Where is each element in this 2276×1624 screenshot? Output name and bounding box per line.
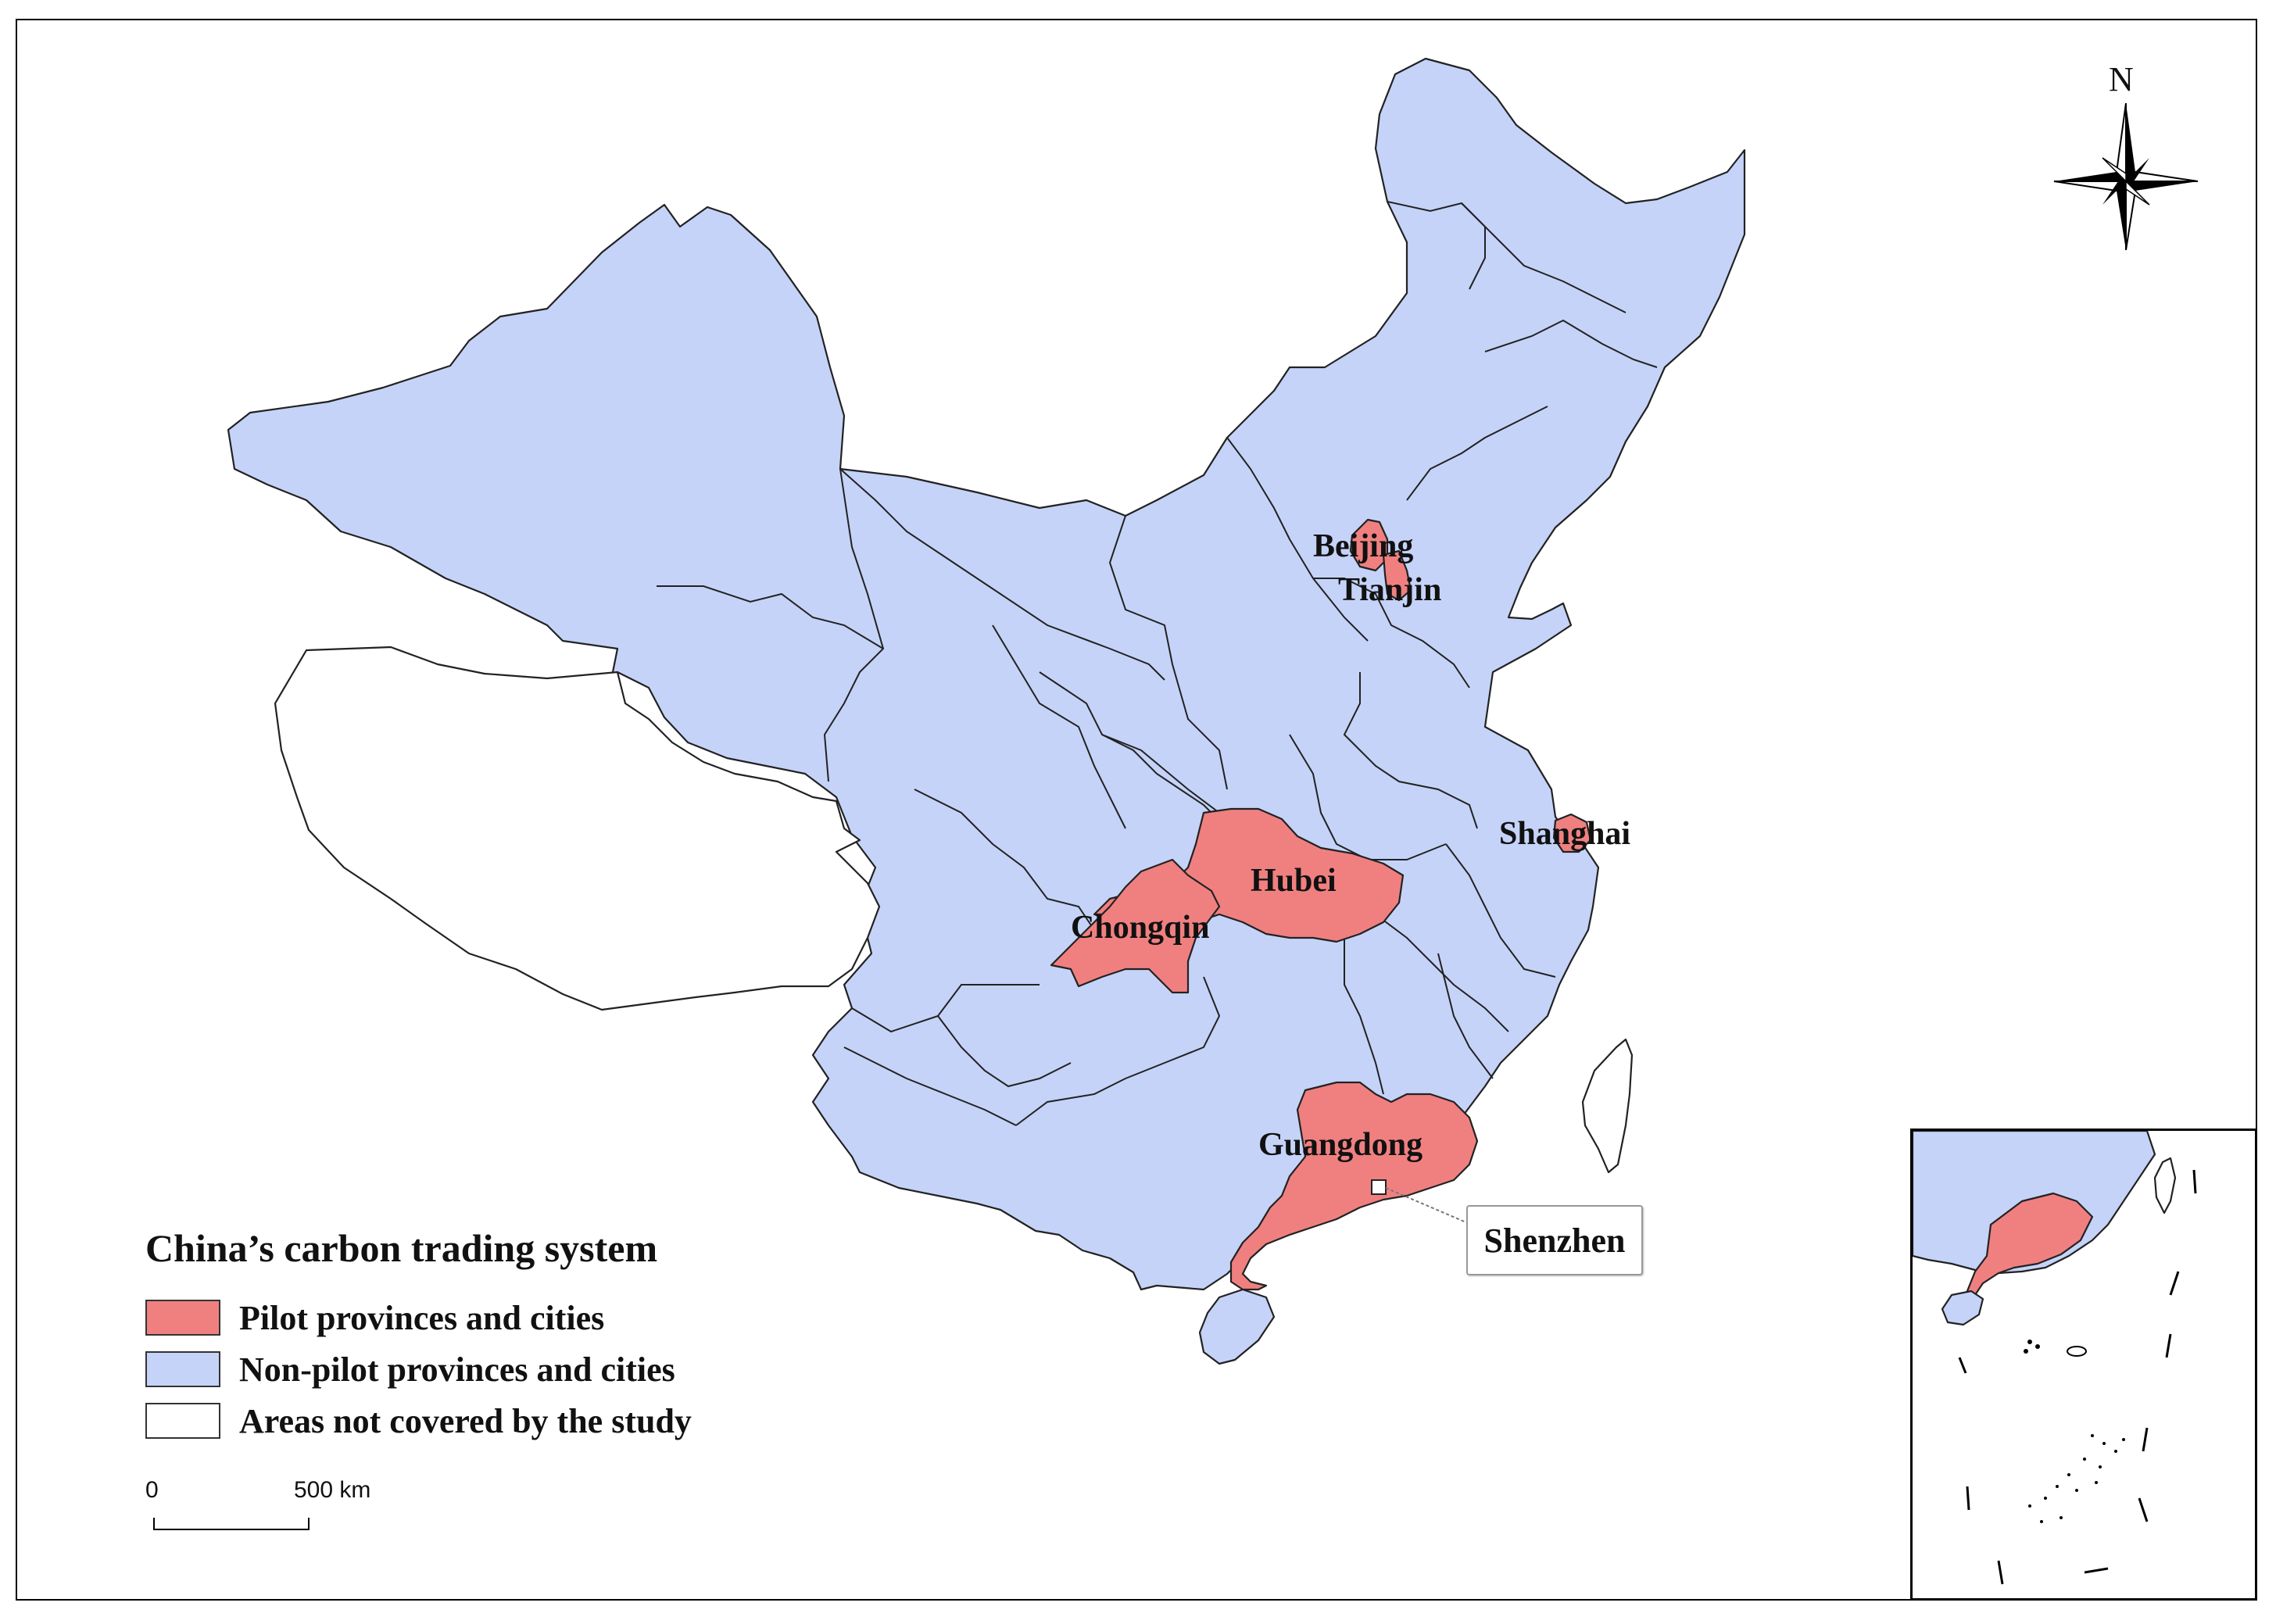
map-frame: [16, 19, 2257, 1601]
inset-guangdong: [1966, 1192, 2094, 1297]
label-shanghai: Shanghai: [1499, 816, 1630, 852]
region-shanghai: [1552, 813, 1592, 853]
label-tianjin: Tianjin: [1338, 572, 1441, 608]
compass-rose-icon: [2053, 102, 2199, 251]
scale-bar-line: [153, 1518, 310, 1530]
legend-label-not-covered: Areas not covered by the study: [239, 1401, 692, 1440]
region-tibet-not-covered: [274, 646, 881, 1011]
inset-map: [1913, 1131, 2197, 1585]
inset-taiwan: [2153, 1157, 2177, 1214]
legend-label-nonpilot: Non-pilot provinces and cities: [239, 1350, 675, 1389]
shenzhen-leader-line: [1385, 1187, 1469, 1224]
scale-label-start: 0: [145, 1477, 159, 1503]
south-china-sea-inset: [1910, 1129, 2257, 1601]
legend-swatch-not-covered: [145, 1403, 220, 1439]
legend-item-pilot: Pilot provinces and cities: [145, 1297, 604, 1338]
inset-nine-dash-line: [1958, 1169, 2197, 1585]
region-tianjin: [1382, 549, 1412, 602]
scale-label-end: 500 km: [294, 1477, 371, 1503]
label-hubei: Hubei: [1251, 863, 1337, 899]
region-guangdong: [1229, 1081, 1479, 1291]
legend-title: China’s carbon trading system: [145, 1226, 658, 1270]
shenzhen-callout: Shenzhen: [1466, 1205, 1643, 1275]
label-guangdong: Guangdong: [1258, 1127, 1422, 1163]
legend-item-nonpilot: Non-pilot provinces and cities: [145, 1349, 675, 1390]
label-beijing: Beijing: [1313, 528, 1413, 564]
legend-swatch-nonpilot: [145, 1351, 220, 1387]
region-shenzhen-marker: [1371, 1179, 1387, 1195]
region-taiwan-not-covered: [1581, 1038, 1634, 1174]
province-boundaries: [657, 201, 1658, 1126]
region-chongqing: [1050, 858, 1221, 994]
north-label: N: [2109, 60, 2134, 98]
inset-islands: [2024, 1340, 2125, 1523]
legend-label-pilot: Pilot provinces and cities: [239, 1298, 605, 1337]
region-hainan: [1198, 1288, 1276, 1365]
scale-bar: 0 500 km: [145, 1477, 370, 1540]
inset-hainan: [1941, 1290, 1984, 1326]
label-chongqing: Chongqin: [1071, 910, 1209, 946]
legend-item-not-covered: Areas not covered by the study: [145, 1400, 692, 1441]
legend-swatch-pilot: [145, 1300, 220, 1336]
